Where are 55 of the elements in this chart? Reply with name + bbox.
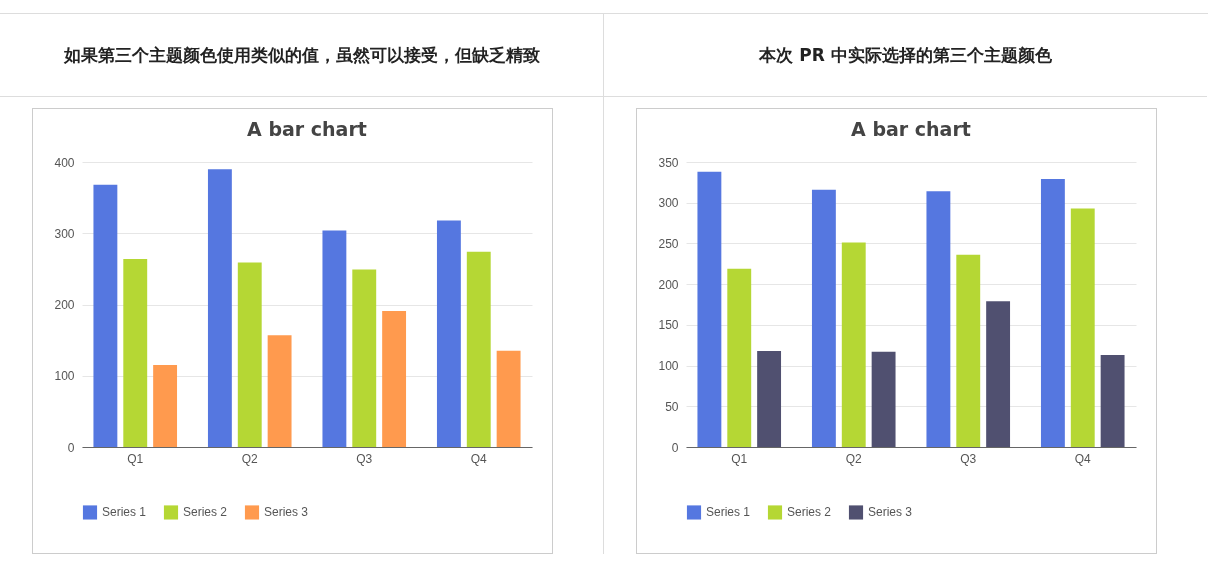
bar xyxy=(811,189,836,447)
bar xyxy=(496,350,521,447)
x-tick-label: Q1 xyxy=(731,451,748,466)
x-tick-label: Q3 xyxy=(960,451,977,466)
bar xyxy=(322,230,347,447)
bar xyxy=(123,258,148,447)
chart-title: 本次 PR 中实际选择的第三个主题颜色 xyxy=(604,14,1207,97)
x-tick-label: Q2 xyxy=(241,451,259,466)
bar xyxy=(1070,208,1095,447)
x-tick-label: Q2 xyxy=(845,451,863,466)
bar xyxy=(237,262,262,447)
chart-subtitle: A bar chart xyxy=(851,118,971,140)
x-tick-label: Q4 xyxy=(1074,451,1092,466)
bar xyxy=(871,351,896,447)
legend-label: Series 1 xyxy=(102,505,147,520)
bar xyxy=(926,191,951,447)
x-tick-label: Q3 xyxy=(356,451,373,466)
bar xyxy=(757,350,782,447)
y-tick-label: 200 xyxy=(658,277,679,292)
legend-label: Series 1 xyxy=(706,505,751,520)
bar xyxy=(267,335,292,447)
bar xyxy=(93,184,118,447)
legend-label: Series 2 xyxy=(787,505,832,520)
bar xyxy=(153,365,178,447)
y-tick-label: 0 xyxy=(671,440,679,455)
bar xyxy=(207,169,232,447)
y-tick-label: 200 xyxy=(54,298,75,312)
bar xyxy=(352,269,377,447)
bar xyxy=(697,171,722,447)
bar xyxy=(841,242,866,447)
bar xyxy=(436,220,461,447)
x-tick-label: Q1 xyxy=(127,451,144,466)
bar xyxy=(1100,354,1125,447)
y-tick-label: 100 xyxy=(658,359,679,374)
chart-title: 如果第三个主题颜色使用类似的值，虽然可以接受，但缺乏精致 xyxy=(0,14,603,97)
bar xyxy=(727,268,752,447)
bar xyxy=(986,301,1011,447)
y-tick-label: 350 xyxy=(658,155,679,170)
bar xyxy=(382,310,407,447)
bar xyxy=(956,254,981,447)
chart-subtitle: A bar chart xyxy=(247,118,367,140)
legend-label: Series 2 xyxy=(183,505,228,520)
legend-label: Series 3 xyxy=(264,505,309,520)
y-tick-label: 300 xyxy=(658,196,679,211)
legend-label: Series 3 xyxy=(868,505,913,520)
x-tick-label: Q4 xyxy=(470,451,488,466)
y-tick-label: 300 xyxy=(54,226,75,241)
y-tick-label: 250 xyxy=(658,236,679,251)
y-tick-label: 150 xyxy=(658,318,679,333)
y-tick-label: 0 xyxy=(67,440,75,455)
bar xyxy=(466,251,491,447)
bar xyxy=(1040,179,1065,447)
y-tick-label: 100 xyxy=(54,369,75,384)
y-tick-label: 400 xyxy=(54,155,75,170)
y-tick-label: 50 xyxy=(665,399,679,414)
